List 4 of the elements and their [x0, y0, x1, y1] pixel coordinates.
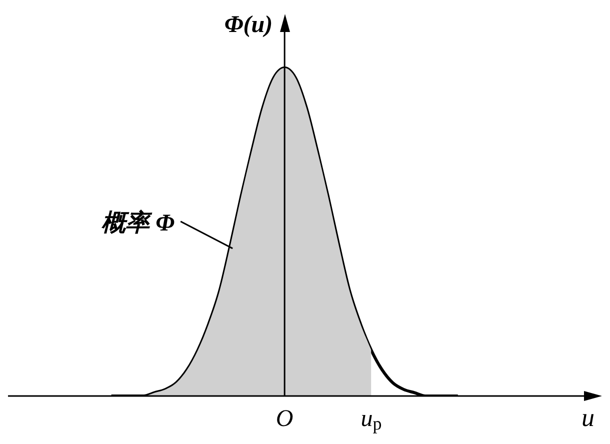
- x-axis-title: u: [582, 403, 594, 432]
- annotation: 概率 Φ: [100, 209, 175, 236]
- x-tick-label: O: [276, 406, 294, 432]
- y-axis-title: Φ(u): [224, 12, 273, 38]
